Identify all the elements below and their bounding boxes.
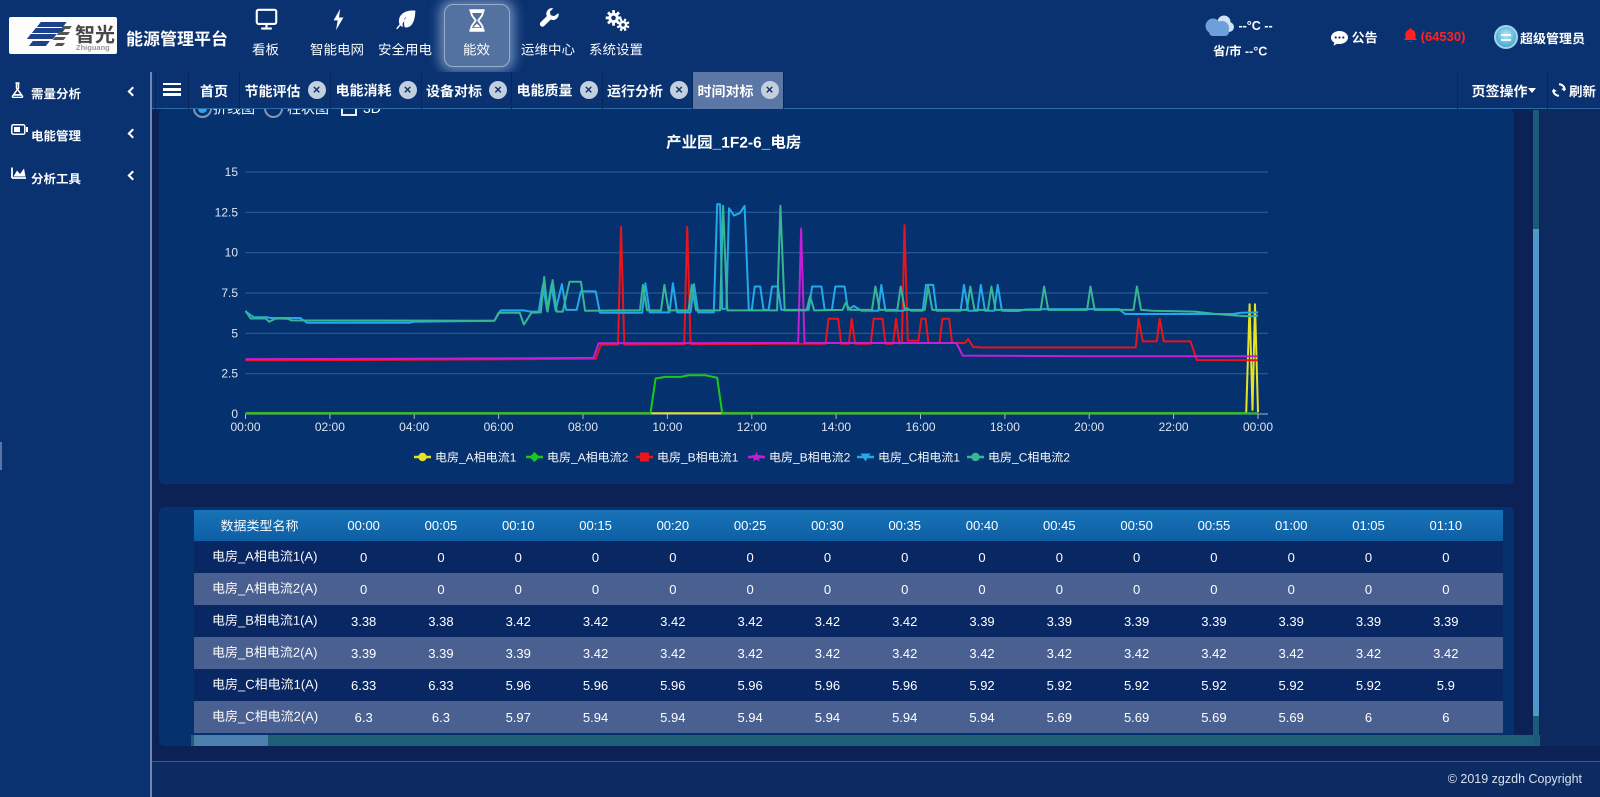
svg-text:04:00: 04:00 — [399, 420, 429, 434]
svg-text:22:00: 22:00 — [1159, 420, 1189, 434]
svg-text:08:00: 08:00 — [568, 420, 598, 434]
svg-text:18:00: 18:00 — [990, 420, 1020, 434]
svg-text:00:00: 00:00 — [230, 420, 260, 434]
svg-text:12:00: 12:00 — [737, 420, 767, 434]
svg-text:2.5: 2.5 — [221, 367, 238, 381]
svg-text:10: 10 — [225, 246, 239, 260]
svg-text:15: 15 — [225, 165, 239, 179]
svg-text:02:00: 02:00 — [315, 420, 345, 434]
svg-text:5: 5 — [231, 326, 238, 340]
svg-text:20:00: 20:00 — [1074, 420, 1104, 434]
svg-text:7.5: 7.5 — [221, 286, 238, 300]
svg-text:16:00: 16:00 — [905, 420, 935, 434]
svg-text:0: 0 — [231, 407, 238, 421]
svg-text:10:00: 10:00 — [652, 420, 682, 434]
svg-text:14:00: 14:00 — [821, 420, 851, 434]
svg-text:06:00: 06:00 — [484, 420, 514, 434]
svg-text:00:00: 00:00 — [1243, 420, 1273, 434]
svg-text:12.5: 12.5 — [215, 205, 239, 219]
